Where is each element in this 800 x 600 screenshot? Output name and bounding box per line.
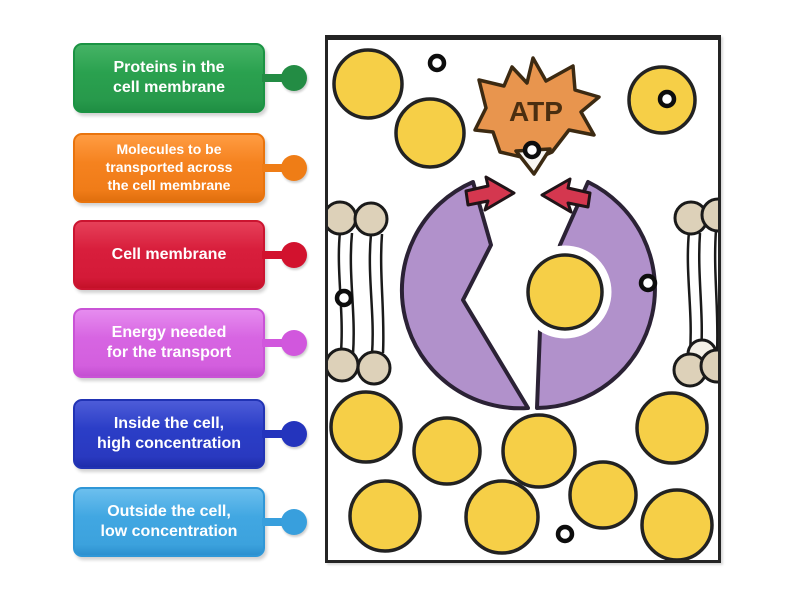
label-pin xyxy=(262,509,308,535)
pin-dot-icon xyxy=(281,242,307,268)
label-text: Proteins in the cell membrane xyxy=(112,58,226,96)
label-pin xyxy=(262,242,308,268)
pin-stem xyxy=(262,339,285,347)
pin-stem xyxy=(262,251,285,259)
pin-dot-icon xyxy=(281,155,307,181)
label-inside-cell[interactable]: Inside the cell, high concentration xyxy=(73,399,307,469)
pin-stem xyxy=(262,164,285,172)
label-text: Cell membrane xyxy=(111,245,227,263)
atp-label: ATP xyxy=(509,96,563,127)
pin-dot-icon xyxy=(281,509,307,535)
arrows-inward xyxy=(464,175,592,214)
pin-stem xyxy=(262,430,285,438)
drop-target-outside-top[interactable] xyxy=(427,53,447,73)
label-text: Inside the cell, high concentration xyxy=(97,414,241,452)
pin-stem xyxy=(262,518,285,526)
pin-dot-icon xyxy=(281,65,307,91)
membrane-right xyxy=(672,197,718,388)
label-text: Outside the cell, low concentration xyxy=(100,502,238,540)
drop-target-inside-bottom[interactable] xyxy=(555,524,575,544)
drop-target-membrane-left[interactable] xyxy=(334,288,354,308)
molecules-outside xyxy=(332,48,697,169)
molecules-inside xyxy=(329,390,714,560)
label-pin xyxy=(262,330,308,356)
arrow-left-icon xyxy=(540,177,592,214)
drop-target-protein[interactable] xyxy=(638,273,658,293)
pin-stem xyxy=(262,74,285,82)
drop-target-molecule-right[interactable] xyxy=(657,89,677,109)
pin-dot-icon xyxy=(281,421,307,447)
pin-dot-icon xyxy=(281,330,307,356)
label-pin xyxy=(262,65,308,91)
atp-burst: ATP xyxy=(473,56,601,176)
label-text: Energy needed for the transport xyxy=(106,323,232,361)
diagram-panel: ATP xyxy=(325,35,721,563)
label-pin xyxy=(262,421,308,447)
arrow-right-icon xyxy=(464,175,516,212)
label-energy-needed[interactable]: Energy needed for the transport xyxy=(73,308,307,378)
membrane-left xyxy=(328,200,392,386)
label-cell-membrane[interactable]: Cell membrane xyxy=(73,220,307,290)
label-molecules-transported[interactable]: Molecules to be transported across the c… xyxy=(73,133,307,203)
label-text: Molecules to be transported across the c… xyxy=(105,141,233,193)
molecule-in-protein xyxy=(518,245,612,339)
label-proteins-in-membrane[interactable]: Proteins in the cell membrane xyxy=(73,43,307,113)
label-outside-cell[interactable]: Outside the cell, low concentration xyxy=(73,487,307,557)
label-pin xyxy=(262,155,308,181)
drop-target-atp[interactable] xyxy=(522,140,542,160)
drop-targets xyxy=(334,53,677,544)
